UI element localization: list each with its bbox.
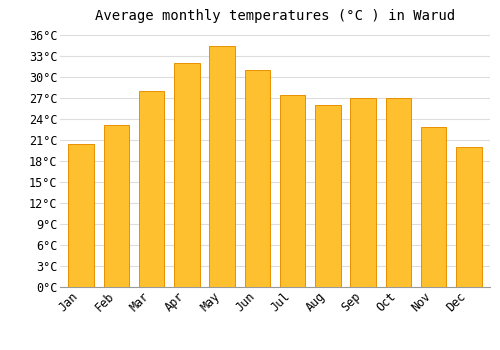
Bar — [456, 147, 481, 287]
Bar — [350, 98, 376, 287]
Bar — [421, 127, 446, 287]
Bar — [68, 144, 94, 287]
Title: Average monthly temperatures (°C ) in Warud: Average monthly temperatures (°C ) in Wa… — [95, 9, 455, 23]
Bar — [280, 94, 305, 287]
Bar — [104, 125, 129, 287]
Bar — [210, 46, 235, 287]
Bar — [315, 105, 340, 287]
Bar — [386, 98, 411, 287]
Bar — [139, 91, 164, 287]
Bar — [244, 70, 270, 287]
Bar — [174, 63, 200, 287]
